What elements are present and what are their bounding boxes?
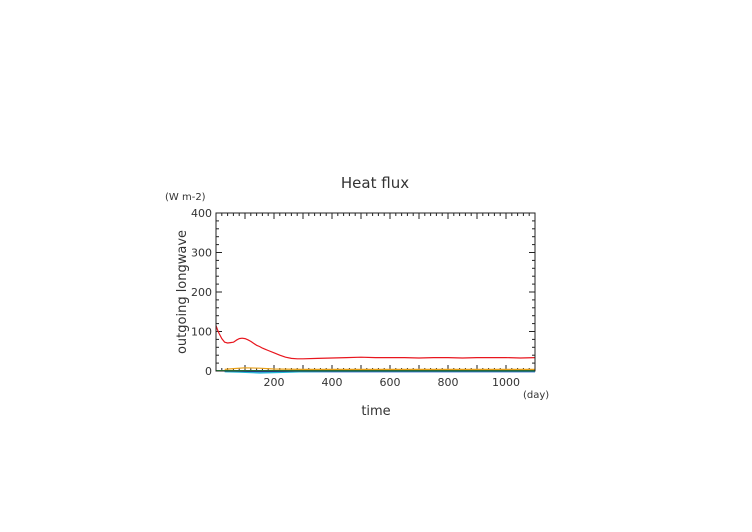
y-unit-label: (W m-2) xyxy=(165,192,206,203)
x-axis-label: time xyxy=(361,404,390,419)
series-line-2 xyxy=(224,367,535,370)
y-tick-label: 0 xyxy=(205,365,212,378)
axis-ticks xyxy=(215,212,536,372)
y-tick-label: 300 xyxy=(191,247,212,260)
plot-frame xyxy=(215,212,536,372)
y-tick-label: 200 xyxy=(191,286,212,299)
x-tick-label: 1000 xyxy=(492,376,520,389)
x-tick-label: 800 xyxy=(438,376,459,389)
tick-labels: 200 400 600 800 1000 0 100 200 300 400 xyxy=(191,207,520,389)
x-tick-label: 200 xyxy=(264,376,285,389)
series-line-1 xyxy=(215,325,536,360)
x-tick-label: 400 xyxy=(322,376,343,389)
x-tick-label: 600 xyxy=(380,376,401,389)
y-tick-label: 100 xyxy=(191,326,212,339)
chart-title: Heat flux xyxy=(341,174,409,192)
y-tick-label: 400 xyxy=(191,207,212,220)
x-unit-label: (day) xyxy=(523,390,549,401)
y-axis-label: outgoing longwave xyxy=(175,230,190,354)
series-lines xyxy=(215,325,536,374)
